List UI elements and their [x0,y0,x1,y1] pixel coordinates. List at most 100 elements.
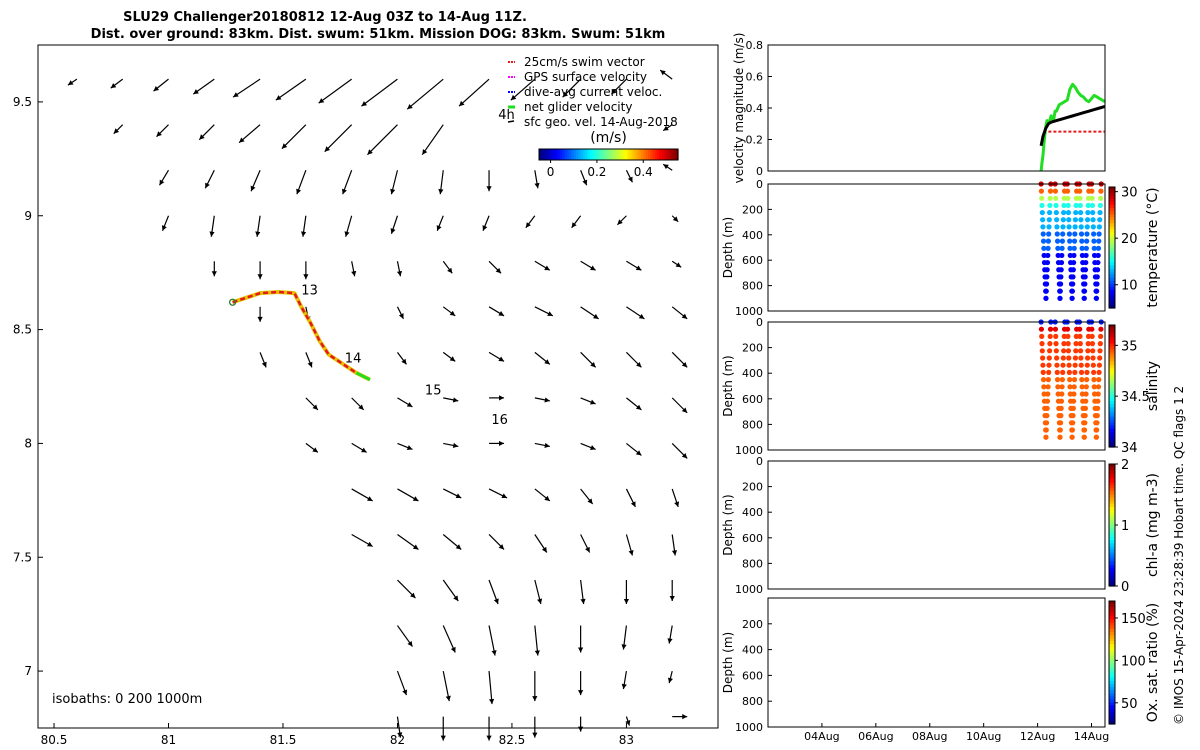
oxygen-profile-sample [1094,712,1099,717]
temperature-profile-sample [1045,245,1051,251]
oxygen-profile-sample [1068,682,1073,687]
geo-velocity-arrowhead [627,176,633,183]
salinity-profile-sample [1046,355,1052,361]
temperature-colorbar-segment [1109,265,1115,270]
geo-velocity-arrowhead [682,714,688,720]
chla-profile-sample [1097,494,1102,499]
temperature-profile-sample [1082,267,1089,273]
speed-colorbar-segment [629,149,633,160]
salinity-profile-sample [1040,355,1046,361]
temperature-profile-sample [1046,217,1052,223]
speed-colorbar-segment [596,149,600,160]
oxygen-xtick-label: 10Aug [966,730,1001,743]
geo-velocity-arrowhead [261,361,267,368]
salinity-profile-sample [1061,341,1067,347]
temperature-profile-sample [1083,259,1089,266]
salinity-profile-sample [1064,326,1071,332]
temperature-profile-sample [1043,281,1050,287]
salinity-colorbar-segment [1109,437,1115,442]
salinity-profile-sample [1070,413,1076,419]
temperature-profile-sample [1084,238,1090,244]
salinity-profile-sample [1081,434,1087,440]
temperature-ytick-label: 400 [742,229,763,242]
salinity-colorbar-segment [1109,343,1115,347]
temperature-colorbar-segment [1109,298,1115,303]
oxygen-colorbar-segment [1109,659,1115,664]
chla-profile-sample [1085,502,1090,507]
geo-velocity-arrowhead [681,361,688,368]
temperature-colorbar-segment [1109,232,1115,236]
oxygen-colorbar-segment [1109,656,1115,661]
chla-profile-sample [1073,480,1078,485]
map-frame [37,44,719,729]
oxygen-colorbar-segment [1109,711,1115,716]
chla-profile-sample [1078,480,1083,485]
salinity-profile-sample [1072,362,1078,368]
salinity-profile-sample [1054,362,1060,368]
chla-profile-sample [1060,509,1065,514]
temperature-frame [767,183,1106,312]
chla-profile-sample [1046,516,1051,521]
speed-colorbar-segment [608,149,612,160]
salinity-profile-sample [1094,427,1100,433]
chla-ytick-label: 0 [756,455,763,468]
temperature-profile-sample [1054,231,1060,237]
salinity-colorbar-frame [1108,324,1116,448]
chla-profile-sample [1045,545,1050,550]
chla-colorbar-segment [1109,537,1115,541]
temperature-colorbar-segment [1109,271,1115,276]
chla-profile-sample [1039,466,1044,471]
chla-colorbar-segment [1109,464,1115,468]
speed-colorbar-segment [585,149,589,160]
chla-profile-sample [1043,574,1048,579]
chla-colorbar-segment [1109,552,1115,557]
temperature-colorbar-segment [1109,214,1115,218]
salinity-profile-sample [1077,333,1083,339]
oxygen-profile-sample [1045,661,1050,666]
chla-profile-sample [1091,502,1096,507]
temperature-colorbar-segment [1109,220,1115,224]
map-ytick-label: 7 [24,664,32,678]
salinity-colorbar-segment [1109,401,1115,405]
temperature-profile-sample [1045,252,1051,259]
oxygen-colorbar-segment [1109,619,1115,624]
temperature-profile-sample [1065,195,1071,201]
geo-velocity-arrowhead [344,231,350,237]
oxygen-profile-sample [1061,632,1066,637]
chla-profile-sample [1067,509,1072,514]
salinity-profile-sample [1058,413,1064,419]
oxygen-colorbar-tick-label: 50 [1121,697,1138,712]
geo-velocity-arrowhead [590,445,596,450]
temperature-profile-sample [1053,195,1059,201]
geo-velocity-arrow [488,625,496,656]
oxygen-profile-sample [1092,668,1097,673]
chla-profile-sample [1061,487,1066,492]
chla-ytick-label: 200 [742,481,763,494]
temperature-ylabel: Depth (m) [721,217,735,278]
oxygen-colorbar-segment [1109,616,1115,621]
chla-profile-sample [1059,545,1064,550]
temperature-profile-sample [1081,295,1087,301]
chla-profile-sample [1093,545,1098,550]
temperature-ytick-label: 800 [742,280,763,293]
oxygen-colorbar-tick-label: 100 [1121,654,1146,669]
salinity-profile-sample [1058,398,1065,404]
oxygen-profile-sample [1078,632,1083,637]
chla-profile-sample [1095,552,1100,557]
temperature-profile-sample [1081,288,1088,294]
chla-colorbar-segment [1109,512,1115,517]
salinity-profile-sample [1040,362,1046,368]
oxygen-profile-sample [1095,690,1100,695]
oxygen-profile-sample [1086,610,1091,615]
oxygen-frame [767,597,1106,728]
salinity-profile-sample [1093,434,1099,440]
oxygen-profile-sample [1057,697,1062,702]
chla-profile-sample [1041,509,1046,514]
temperature-profile-sample [1072,224,1078,230]
velocity-series-line [1039,104,1106,147]
oxygen-colorbar-segment [1109,714,1115,719]
salinity-profile-sample [1043,427,1049,433]
oxygen-profile-sample [1039,617,1044,622]
speed-colorbar-segment [601,149,605,160]
salinity-colorbar-segment [1109,358,1115,363]
